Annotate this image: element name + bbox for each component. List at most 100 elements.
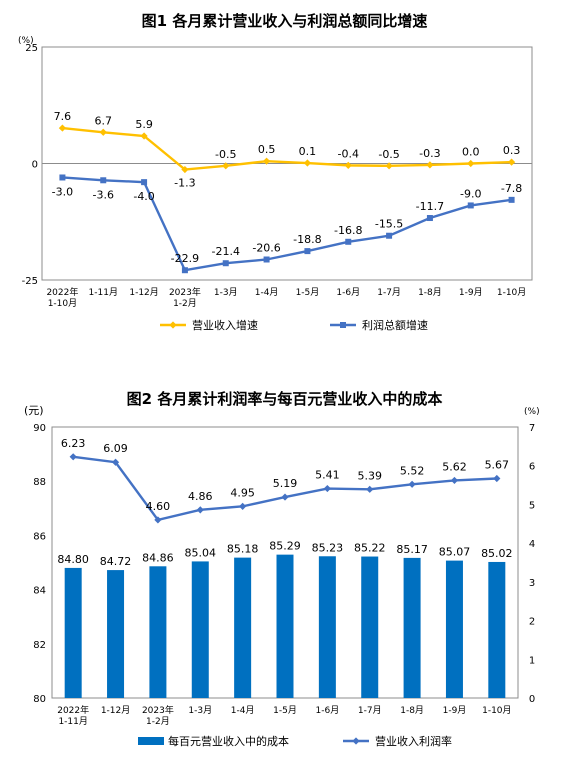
- data-point: [493, 474, 501, 483]
- bar: [488, 561, 506, 698]
- series-line: [73, 455, 497, 522]
- legend-label: 利润总额增速: [362, 318, 428, 332]
- data-point: [181, 267, 188, 274]
- data-point: [508, 196, 515, 203]
- y-tick-label: 25: [25, 43, 38, 54]
- legend-label: 营业收入利润率: [375, 734, 452, 748]
- data-label: -4.0: [133, 190, 154, 203]
- data-point: [58, 124, 67, 132]
- bar-data-label: 84.72: [100, 555, 132, 568]
- data-point: [366, 485, 374, 493]
- line-data-label: 4.60: [146, 500, 171, 513]
- line-data-label: 5.39: [357, 469, 382, 482]
- data-point: [323, 484, 331, 493]
- line-data-label: 5.67: [485, 458, 510, 471]
- legend-label: 营业收入增速: [192, 318, 258, 332]
- bar: [276, 554, 294, 698]
- data-label: -21.4: [212, 245, 240, 258]
- x-tick-label: 1-12月: [101, 705, 130, 716]
- x-tick-label: 1-10月: [482, 705, 511, 716]
- y-right-tick-label: 4: [529, 539, 535, 550]
- legend-bar-swatch: [138, 737, 164, 745]
- data-label: -0.5: [215, 148, 236, 161]
- bar-data-label: 85.07: [439, 546, 471, 559]
- x-tick-label: 1-11月: [58, 716, 87, 727]
- x-tick-label: 1-10月: [497, 287, 526, 298]
- data-label: -0.4: [338, 147, 359, 160]
- data-label: -0.5: [378, 148, 399, 161]
- data-point: [262, 157, 271, 165]
- data-point: [222, 260, 229, 267]
- x-tick-label: 2022年: [46, 286, 78, 298]
- x-tick-label: 1-6月: [336, 287, 360, 298]
- line-data-label: 5.41: [315, 469, 340, 482]
- bar: [234, 557, 252, 698]
- bar: [445, 560, 463, 698]
- data-point: [344, 161, 352, 169]
- legend-marker: [352, 737, 360, 745]
- data-label: -9.0: [460, 187, 481, 200]
- plot-area-border: [51, 426, 519, 699]
- bar: [107, 570, 125, 698]
- data-point: [386, 232, 393, 239]
- data-label: 6.7: [95, 114, 113, 127]
- y-left-tick-label: 88: [33, 477, 46, 488]
- x-tick-label: 2023年: [142, 704, 174, 716]
- x-tick-label: 1-3月: [188, 705, 212, 716]
- legend-marker: [340, 322, 346, 328]
- bar: [149, 566, 167, 698]
- bar-data-label: 85.23: [312, 541, 344, 554]
- bar-data-label: 85.02: [481, 547, 513, 560]
- x-tick-label: 1-4月: [255, 287, 279, 298]
- data-label: -15.5: [375, 218, 403, 231]
- bar: [403, 557, 421, 698]
- y-right-tick-label: 1: [529, 655, 535, 666]
- data-label: 7.6: [54, 110, 72, 123]
- data-point: [303, 159, 312, 167]
- data-point: [304, 248, 311, 255]
- bar: [191, 561, 209, 698]
- bar-data-label: 85.22: [354, 542, 386, 555]
- data-point: [141, 179, 148, 186]
- y-tick-label: 0: [32, 160, 38, 171]
- data-point: [426, 161, 434, 169]
- line-data-label: 5.62: [442, 460, 467, 473]
- x-tick-label: 1-5月: [296, 287, 320, 298]
- y-tick-label: -25: [22, 276, 38, 287]
- line-data-label: 5.19: [273, 477, 298, 490]
- data-point: [69, 453, 77, 461]
- bar-data-label: 84.86: [142, 551, 174, 564]
- x-tick-label: 1-10月: [48, 298, 77, 309]
- x-tick-label: 1-5月: [273, 705, 297, 716]
- data-point: [154, 516, 162, 524]
- y-left-tick-label: 90: [33, 423, 46, 434]
- data-point: [59, 174, 66, 181]
- data-point: [467, 202, 474, 209]
- bar-data-label: 85.04: [185, 546, 217, 559]
- data-point: [263, 256, 270, 263]
- line-data-label: 4.86: [188, 490, 213, 503]
- x-tick-label: 1-4月: [231, 705, 255, 716]
- data-label: -16.8: [334, 224, 362, 237]
- y-right-tick-label: 2: [529, 617, 535, 628]
- data-label: -3.0: [52, 185, 73, 198]
- data-point: [408, 480, 416, 488]
- bar: [64, 567, 82, 698]
- x-tick-label: 1-3月: [214, 287, 238, 298]
- data-point: [111, 458, 120, 466]
- series-line-1: [62, 126, 512, 171]
- data-point: [467, 159, 475, 168]
- data-label: 0.5: [258, 143, 276, 156]
- x-tick-label: 1-7月: [358, 705, 382, 716]
- y-left-tick-label: 82: [33, 640, 46, 651]
- data-point: [239, 502, 247, 510]
- line-data-label: 5.52: [400, 464, 425, 477]
- y-left-tick-label: 86: [33, 531, 46, 542]
- data-point: [345, 238, 352, 245]
- data-label: -7.8: [501, 182, 522, 195]
- x-tick-label: 1-11月: [89, 287, 118, 298]
- chart2-title: 图2 各月累计利润率与每百元营业收入中的成本: [126, 390, 443, 408]
- data-point: [450, 476, 459, 485]
- data-point: [507, 158, 516, 166]
